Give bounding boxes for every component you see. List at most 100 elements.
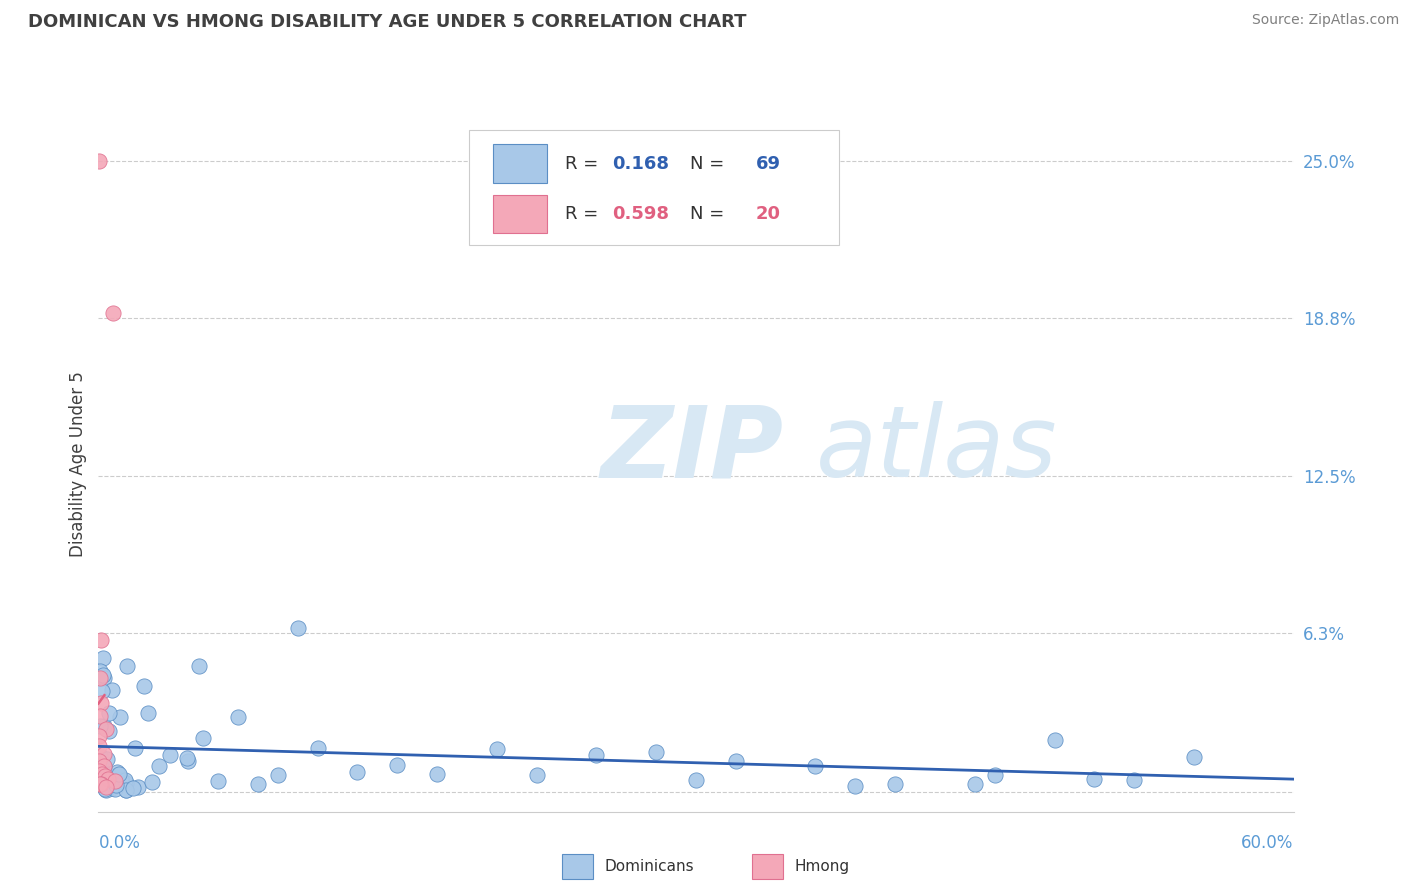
Point: [177, 754, 200, 768]
Point: [115, 658, 138, 673]
FancyBboxPatch shape: [494, 195, 547, 234]
Point: [89, 719, 111, 733]
Point: [226, 710, 249, 724]
Point: [91, 684, 114, 698]
Point: [385, 757, 409, 772]
Point: [104, 778, 127, 792]
Point: [93, 759, 115, 773]
Text: Dominicans: Dominicans: [605, 859, 695, 873]
Point: [87, 729, 110, 743]
Point: [89, 664, 111, 678]
Point: [90, 777, 112, 791]
Point: [96, 780, 118, 794]
Point: [963, 777, 986, 791]
Point: [96, 752, 118, 766]
Text: R =: R =: [565, 154, 603, 172]
Point: [176, 751, 198, 765]
Point: [101, 305, 124, 319]
Point: [148, 759, 170, 773]
Point: [87, 739, 110, 754]
Point: [485, 742, 508, 756]
Point: [983, 767, 1005, 781]
Point: [94, 769, 117, 783]
Text: 20: 20: [756, 205, 780, 223]
Text: Source: ZipAtlas.com: Source: ZipAtlas.com: [1251, 13, 1399, 28]
Point: [108, 710, 131, 724]
Point: [101, 683, 124, 698]
Point: [96, 722, 118, 736]
Point: [104, 781, 127, 796]
Point: [159, 747, 181, 762]
Point: [114, 772, 136, 787]
Point: [307, 740, 329, 755]
Point: [685, 772, 707, 787]
Point: [246, 777, 269, 791]
Point: [90, 760, 112, 774]
Text: DOMINICAN VS HMONG DISABILITY AGE UNDER 5 CORRELATION CHART: DOMINICAN VS HMONG DISABILITY AGE UNDER …: [28, 13, 747, 31]
Point: [124, 741, 146, 756]
Point: [90, 633, 112, 648]
Point: [93, 772, 115, 786]
Y-axis label: Disability Age Under 5: Disability Age Under 5: [69, 371, 87, 557]
Point: [98, 706, 121, 720]
FancyBboxPatch shape: [470, 130, 839, 244]
Point: [134, 679, 156, 693]
Point: [585, 748, 607, 763]
Point: [89, 709, 111, 723]
Point: [884, 777, 907, 791]
Point: [110, 772, 132, 786]
Point: [87, 154, 110, 169]
Point: [1123, 773, 1146, 788]
Point: [94, 781, 117, 796]
Point: [93, 747, 115, 761]
Point: [94, 782, 117, 797]
Point: [121, 780, 143, 795]
Point: [104, 774, 127, 789]
Point: [127, 780, 149, 794]
Point: [115, 783, 138, 797]
Point: [91, 767, 114, 781]
Point: [93, 718, 115, 732]
Point: [97, 769, 120, 783]
Point: [526, 768, 548, 782]
Point: [1182, 749, 1205, 764]
Text: Hmong: Hmong: [794, 859, 849, 873]
Text: atlas: atlas: [815, 401, 1057, 499]
Point: [93, 651, 115, 665]
Text: R =: R =: [565, 205, 603, 223]
Point: [89, 774, 111, 789]
Point: [267, 767, 290, 781]
Text: 0.598: 0.598: [612, 205, 669, 223]
Point: [207, 774, 229, 789]
Point: [1043, 732, 1066, 747]
Point: [89, 671, 111, 685]
Point: [89, 764, 111, 778]
Text: N =: N =: [690, 154, 730, 172]
Point: [115, 783, 138, 797]
Point: [93, 671, 115, 685]
Point: [105, 765, 128, 780]
Point: [87, 754, 110, 768]
Point: [98, 767, 121, 781]
Point: [346, 765, 368, 780]
Point: [141, 775, 163, 789]
Point: [97, 723, 120, 738]
Point: [93, 759, 115, 773]
Point: [844, 780, 866, 794]
Point: [191, 731, 214, 746]
Point: [804, 759, 827, 773]
Point: [1083, 772, 1105, 787]
Point: [724, 754, 747, 768]
Point: [188, 659, 211, 673]
Point: [101, 780, 124, 795]
FancyBboxPatch shape: [494, 145, 547, 183]
Text: 0.168: 0.168: [612, 154, 669, 172]
Text: N =: N =: [690, 205, 730, 223]
Point: [89, 748, 111, 763]
Text: 0.0%: 0.0%: [98, 834, 141, 852]
Point: [426, 767, 449, 781]
Point: [90, 696, 112, 710]
Point: [89, 777, 111, 791]
Text: 69: 69: [756, 154, 780, 172]
Point: [108, 767, 131, 781]
